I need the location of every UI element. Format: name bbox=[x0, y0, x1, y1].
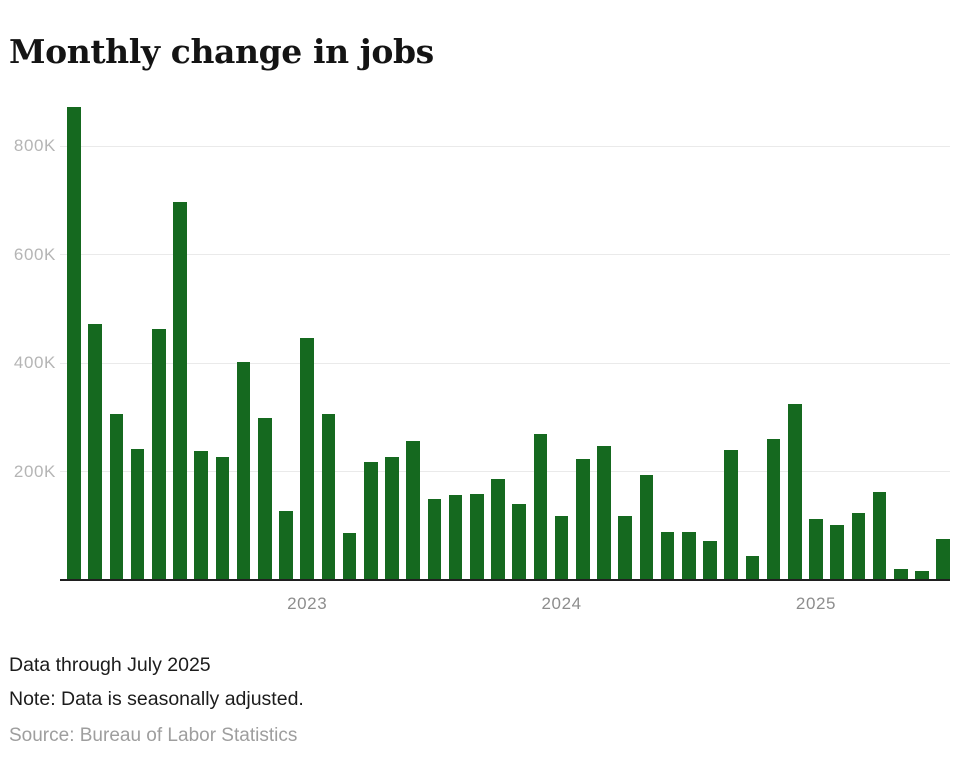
bar-feb-2024 bbox=[576, 459, 590, 579]
y-axis-tick-label-800K: 800K bbox=[13, 136, 56, 155]
bar-may-2025 bbox=[894, 568, 908, 579]
bar-jan-2024 bbox=[554, 515, 569, 579]
y-axis-tick-label-400K: 400K bbox=[13, 353, 56, 372]
bar-dec-2024 bbox=[788, 404, 802, 579]
bar-mar-2024 bbox=[597, 446, 611, 579]
source-attribution: Source: Bureau of Labor Statistics bbox=[9, 725, 298, 746]
bar-jan-2023 bbox=[300, 338, 314, 579]
bar-may-2022 bbox=[130, 448, 145, 579]
bar-oct-2024 bbox=[745, 556, 760, 579]
bar-jun-2022 bbox=[152, 329, 166, 579]
x-axis-line bbox=[60, 579, 950, 581]
bar-sep-2022 bbox=[215, 456, 230, 579]
x-axis-year-label-2024: 2024 bbox=[541, 594, 582, 613]
bar-mar-2025 bbox=[851, 512, 866, 579]
x-axis-year-label-2023: 2023 bbox=[287, 594, 328, 613]
bar-sep-2024 bbox=[724, 449, 738, 579]
bar-aug-2023 bbox=[448, 494, 463, 579]
bar-aug-2022 bbox=[194, 450, 208, 579]
bar-aug-2024 bbox=[703, 541, 717, 579]
bar-jan-2025 bbox=[809, 518, 823, 579]
bar-jun-2024 bbox=[660, 532, 675, 579]
bar-nov-2024 bbox=[766, 439, 781, 579]
bar-jun-2025 bbox=[915, 571, 929, 579]
gridline-600K bbox=[60, 254, 950, 255]
bar-sep-2023 bbox=[470, 494, 484, 579]
bar-jun-2023 bbox=[406, 441, 420, 579]
gridline-200K bbox=[60, 471, 950, 472]
bar-jul-2022 bbox=[173, 201, 187, 579]
gridline-800K bbox=[60, 145, 950, 147]
bar-may-2024 bbox=[639, 474, 654, 579]
bar-mar-2023 bbox=[342, 533, 357, 579]
bar-apr-2025 bbox=[872, 492, 887, 579]
bar-jul-2023 bbox=[427, 499, 442, 579]
bar-jul-2025 bbox=[936, 539, 950, 579]
y-axis-tick-label-200K: 200K bbox=[13, 461, 56, 481]
bar-oct-2023 bbox=[491, 479, 505, 579]
bar-dec-2023 bbox=[533, 433, 548, 579]
seasonal-adjustment-note: Note: Data is seasonally adjusted. bbox=[9, 688, 304, 710]
bar-feb-2022 bbox=[67, 107, 81, 579]
y-axis-tick-label-600K: 600K bbox=[13, 244, 56, 264]
x-axis-year-label-2025: 2025 bbox=[795, 594, 837, 613]
bar-feb-2023 bbox=[321, 413, 336, 579]
bar-oct-2022 bbox=[236, 362, 251, 579]
bar-apr-2024 bbox=[618, 516, 632, 579]
bar-nov-2023 bbox=[512, 503, 526, 579]
gridline-400K bbox=[60, 362, 950, 364]
bar-mar-2022 bbox=[88, 324, 102, 579]
bar-dec-2022 bbox=[279, 510, 293, 579]
bar-nov-2022 bbox=[258, 417, 272, 579]
bar-apr-2022 bbox=[109, 413, 124, 579]
bar-apr-2023 bbox=[364, 462, 378, 579]
bar-may-2023 bbox=[385, 456, 399, 579]
bar-feb-2025 bbox=[830, 524, 844, 579]
bar-jul-2024 bbox=[682, 532, 696, 579]
chart-title: Monthly change in jobs bbox=[9, 32, 434, 72]
data-through-note: Data through July 2025 bbox=[9, 654, 211, 676]
